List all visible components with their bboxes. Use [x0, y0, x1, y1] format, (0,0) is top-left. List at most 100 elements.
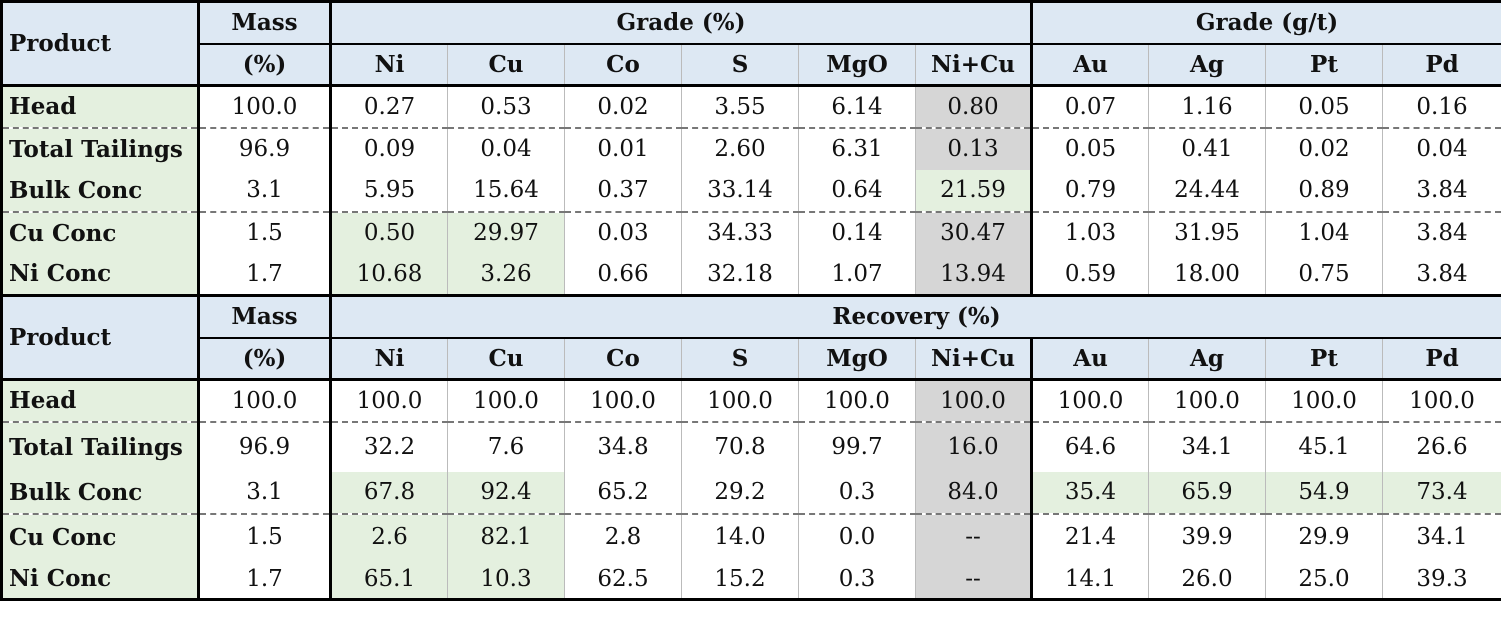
- row-label: Total Tailings: [1, 126, 200, 170]
- cell: 2.6: [330, 512, 448, 560]
- cell: 0.02: [564, 85, 682, 128]
- cell: 26.0: [1148, 559, 1266, 600]
- recovery-col-co: Co: [564, 336, 682, 381]
- mass-value: 100.0: [198, 379, 332, 422]
- cell: 30.47: [914, 210, 1034, 254]
- cell: 34.1: [1148, 420, 1266, 472]
- cell: 82.1: [447, 512, 565, 560]
- cell: 10.3: [447, 559, 565, 600]
- recovery-col-ni: Ni: [330, 336, 448, 381]
- row-label: Cu Conc: [1, 512, 200, 560]
- cell: 100.0: [1265, 379, 1383, 422]
- cell: --: [914, 512, 1034, 560]
- cell: 99.7: [798, 420, 916, 472]
- cell: 0.01: [564, 126, 682, 170]
- grade-col-ni: Ni: [330, 42, 448, 87]
- recovery-col-s: S: [681, 336, 799, 381]
- cell: 70.8: [681, 420, 799, 472]
- cell: 34.33: [681, 210, 799, 254]
- mass-value: 3.1: [198, 169, 332, 212]
- recovery-header: Recovery (%): [330, 294, 1501, 338]
- grade-col-au: Au: [1031, 42, 1149, 87]
- recovery-product-header: Product: [1, 294, 200, 381]
- cell: 39.9: [1148, 512, 1266, 560]
- recovery-mass-header: Mass: [198, 294, 332, 338]
- cell: 0.50: [330, 210, 448, 254]
- cell: 24.44: [1148, 169, 1266, 212]
- cell: 0.03: [564, 210, 682, 254]
- cell: 0.07: [1064, 93, 1117, 120]
- cell: 0.89: [1265, 169, 1383, 212]
- mass-value: 96.9: [198, 126, 332, 170]
- grade-col-co: Co: [564, 42, 682, 87]
- cell: 29.9: [1265, 512, 1383, 560]
- cell: --: [914, 559, 1034, 600]
- recovery-mass-unit: (%): [198, 336, 332, 381]
- cell: 3.84: [1382, 169, 1501, 212]
- cell: 0.75: [1265, 253, 1383, 296]
- grade-col-pd: Pd: [1382, 42, 1501, 87]
- mass-value: 1.7: [198, 559, 332, 600]
- cell: 3.26: [447, 253, 565, 296]
- cell: 0.05: [1265, 85, 1383, 128]
- cell: 73.4: [1382, 471, 1501, 514]
- cell: 0.3: [798, 559, 916, 600]
- cell: 29.2: [681, 471, 799, 514]
- row-label: Head: [1, 379, 200, 422]
- cell: 13.94: [914, 253, 1034, 296]
- cell: 100.0: [1057, 387, 1124, 414]
- cell: 65.2: [564, 471, 682, 514]
- grade-product-header: Product: [1, 1, 200, 87]
- cell: 0.59: [1064, 260, 1117, 287]
- cell: 0.64: [798, 169, 916, 212]
- cell: 0.02: [1265, 126, 1383, 170]
- recovery-col-au: Au: [1031, 336, 1149, 381]
- mass-value: 1.5: [198, 512, 332, 560]
- cell: 3.84: [1382, 253, 1501, 296]
- cell: 65.1: [330, 559, 448, 600]
- table-row: Head 100.0 0.27 0.53 0.02 3.55 6.14 0.80…: [1, 85, 1501, 128]
- cell: 0.09: [330, 126, 448, 170]
- cell: 67.8: [330, 471, 448, 514]
- cell: 3.84: [1382, 210, 1501, 254]
- mass-value: 96.9: [198, 420, 332, 472]
- row-label: Bulk Conc: [1, 169, 200, 212]
- mass-value: 1.5: [198, 210, 332, 254]
- cell: 0.04: [447, 126, 565, 170]
- row-label: Bulk Conc: [1, 471, 200, 514]
- table-row: Bulk Conc 3.1 67.8 92.4 65.2 29.2 0.3 84…: [1, 471, 1501, 514]
- cell: 6.14: [798, 85, 916, 128]
- table-row: Total Tailings 96.9 0.09 0.04 0.01 2.60 …: [1, 126, 1501, 170]
- cell: 15.64: [447, 169, 565, 212]
- cell: 0.37: [564, 169, 682, 212]
- mass-value: 1.7: [198, 253, 332, 296]
- cell: 62.5: [564, 559, 682, 600]
- grade-mass-unit: (%): [198, 42, 332, 87]
- cell: 100.0: [564, 379, 682, 422]
- cell: 0.79: [1064, 177, 1117, 203]
- row-label: Ni Conc: [1, 559, 200, 600]
- table-row: Cu Conc 1.5 2.6 82.1 2.8 14.0 0.0 -- 21.…: [1, 512, 1501, 560]
- cell: 54.9: [1265, 471, 1383, 514]
- cell: 0.05: [1031, 126, 1149, 170]
- mass-value: 100.0: [198, 85, 332, 128]
- cell: 1.07: [798, 253, 916, 296]
- cell: 100.0: [1382, 379, 1501, 422]
- grade-col-ag: Ag: [1148, 42, 1266, 87]
- metallurgical-balance-table: Product Mass Grade (%) Grade (g/t) (%) N…: [0, 0, 1501, 601]
- cell: 0.41: [1148, 126, 1266, 170]
- cell: 0.13: [914, 126, 1034, 170]
- recovery-col-cu: Cu: [447, 336, 565, 381]
- cell: 3.55: [681, 85, 799, 128]
- grade-col-mgo: MgO: [798, 42, 916, 87]
- cell: 35.4: [1031, 471, 1149, 514]
- cell: 0.0: [798, 512, 916, 560]
- row-label: Total Tailings: [1, 420, 200, 472]
- cell: 21.59: [914, 169, 1034, 212]
- cell: 0.80: [914, 85, 1034, 128]
- cell: 1.16: [1148, 85, 1266, 128]
- grade-pct-header: Grade (%): [330, 1, 1034, 44]
- cell: 0.27: [363, 93, 416, 120]
- table-row: Cu Conc 1.5 0.50 29.97 0.03 34.33 0.14 3…: [1, 210, 1501, 254]
- cell: 92.4: [447, 471, 565, 514]
